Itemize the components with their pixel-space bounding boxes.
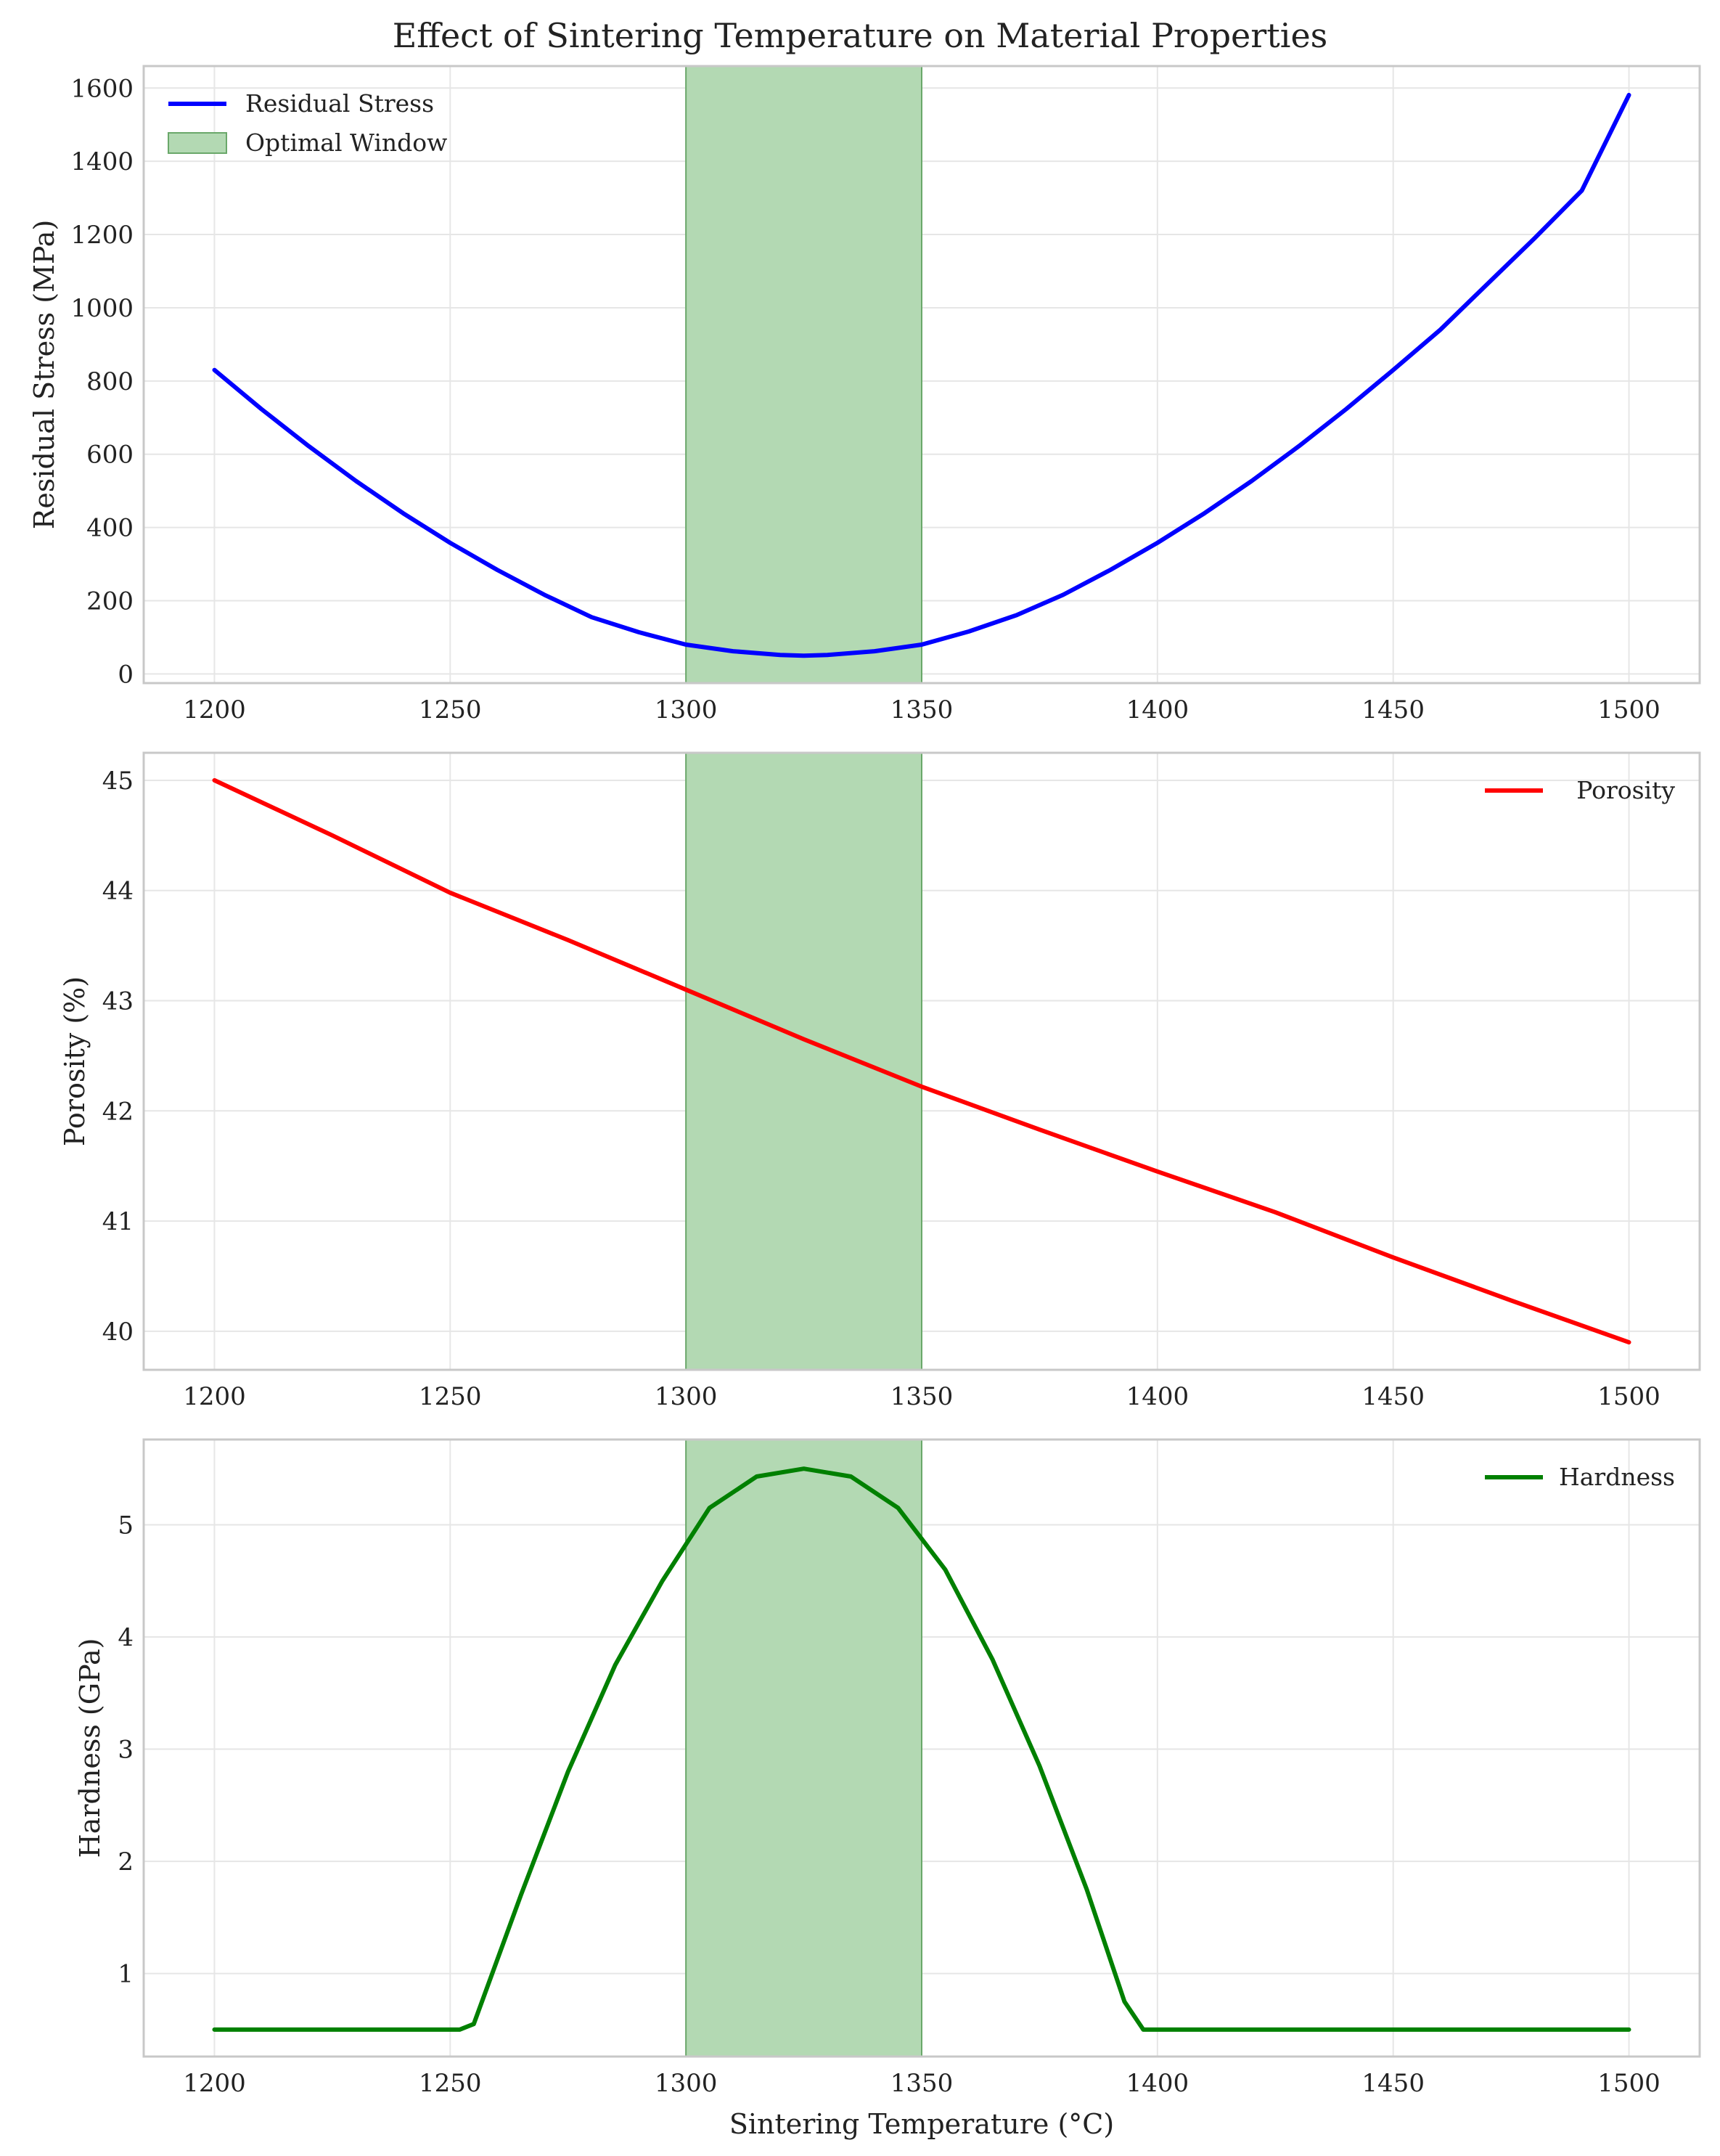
residual-stress-y-tick-label: 400 [86,514,134,543]
hardness-series-line [212,1466,1631,2032]
residual-stress-x-tick-label: 1400 [1126,695,1189,724]
hardness-panel: 1200 1250 1300 1350 1400 1450 1500 1 2 3 4 5 Hardnes… [74,1438,1701,2140]
residual-stress-optimal-window-band [685,65,922,684]
porosity-y-tick-label: 45 [102,767,134,796]
residual-stress-x-tick-label: 1450 [1361,695,1425,724]
residual-stress-series-line [212,92,1631,658]
porosity-y-tick-label: 44 [102,877,134,906]
hardness-x-tick-label: 1250 [419,2069,482,2098]
residual-stress-y-tick-label: 1200 [70,221,134,250]
residual-stress-x-tick-label: 1500 [1597,695,1660,724]
residual-stress-legend-label: Optimal Window [245,128,447,157]
residual-stress-y-axis-title: Residual Stress (MPa) [28,220,60,530]
porosity-axes-frame [142,751,1701,1371]
hardness-x-tick-label: 1450 [1361,2069,1425,2098]
residual-stress-y-tick-label: 800 [86,367,134,396]
porosity-y-axis-title: Porosity (%) [59,976,91,1146]
hardness-y-tick-label: 3 [118,1736,134,1765]
porosity-y-tick-label: 41 [102,1207,134,1236]
residual-stress-legend-label: Residual Stress [245,89,434,118]
porosity-x-tick-label: 1400 [1126,1382,1189,1411]
porosity-legend: Porosity [1485,776,1675,804]
figure-title: Effect of Sintering Temperature on Mater… [393,16,1328,55]
hardness-x-tick-label: 1400 [1126,2069,1189,2098]
porosity-optimal-window-band [685,752,922,1371]
residual-stress-legend: Residual Stress Optimal Window [168,89,447,157]
porosity-x-tick-label: 1300 [655,1382,718,1411]
porosity-y-tick-label: 42 [102,1097,134,1126]
subplots: 1200 1250 1300 1350 1400 1450 1500 0 200 400 600 80… [28,65,1701,2140]
porosity-x-tick-label: 1350 [890,1382,954,1411]
residual-stress-x-tick-label: 1200 [183,695,246,724]
hardness-optimal-window-band [685,1439,922,2057]
hardness-y-tick-label: 4 [118,1623,134,1652]
porosity-series-line [212,777,1631,1345]
hardness-y-tick-label: 5 [118,1511,134,1540]
residual-stress-y-tick-label: 1400 [70,147,134,176]
porosity-x-tick-label: 1450 [1361,1382,1425,1411]
residual-stress-x-tick-label: 1250 [419,695,482,724]
porosity-y-tick-label: 43 [102,987,134,1016]
residual-stress-y-tick-label: 1600 [70,74,134,103]
hardness-axes-frame [142,1438,1701,2058]
hardness-y-tick-label: 2 [118,1847,134,1877]
residual-stress-x-tick-label: 1350 [890,695,954,724]
hardness-y-tick-label: 1 [118,1960,134,1989]
porosity-panel: 1200 1250 1300 1350 1400 1450 1500 40 41 42 43 44 45… [59,751,1701,1411]
hardness-y-axis-title: Hardness (GPa) [74,1638,106,1858]
residual-stress-x-tick-label: 1300 [655,695,718,724]
residual-stress-y-tick-label: 1000 [70,294,134,323]
residual-stress-y-tick-label: 200 [86,587,134,616]
residual-stress-axes-frame [142,65,1701,685]
porosity-legend-label: Porosity [1576,776,1675,804]
residual-stress-legend-patch-handle [168,132,227,154]
hardness-x-axis-title: Sintering Temperature (°C) [729,2108,1114,2140]
hardness-x-tick-label: 1500 [1597,2069,1660,2098]
residual-stress-y-tick-label: 0 [118,660,134,689]
porosity-y-tick-label: 40 [102,1318,134,1347]
hardness-x-tick-label: 1200 [183,2069,246,2098]
porosity-x-tick-label: 1250 [419,1382,482,1411]
porosity-x-tick-label: 1200 [183,1382,246,1411]
residual-stress-y-tick-label: 600 [86,441,134,470]
hardness-x-tick-label: 1350 [890,2069,954,2098]
hardness-legend: Hardness [1485,1463,1675,1491]
residual-stress-panel: 1200 1250 1300 1350 1400 1450 1500 0 200 400 600 80… [28,65,1701,724]
hardness-x-tick-label: 1300 [655,2069,718,2098]
porosity-x-tick-label: 1500 [1597,1382,1660,1411]
hardness-legend-label: Hardness [1559,1463,1675,1491]
